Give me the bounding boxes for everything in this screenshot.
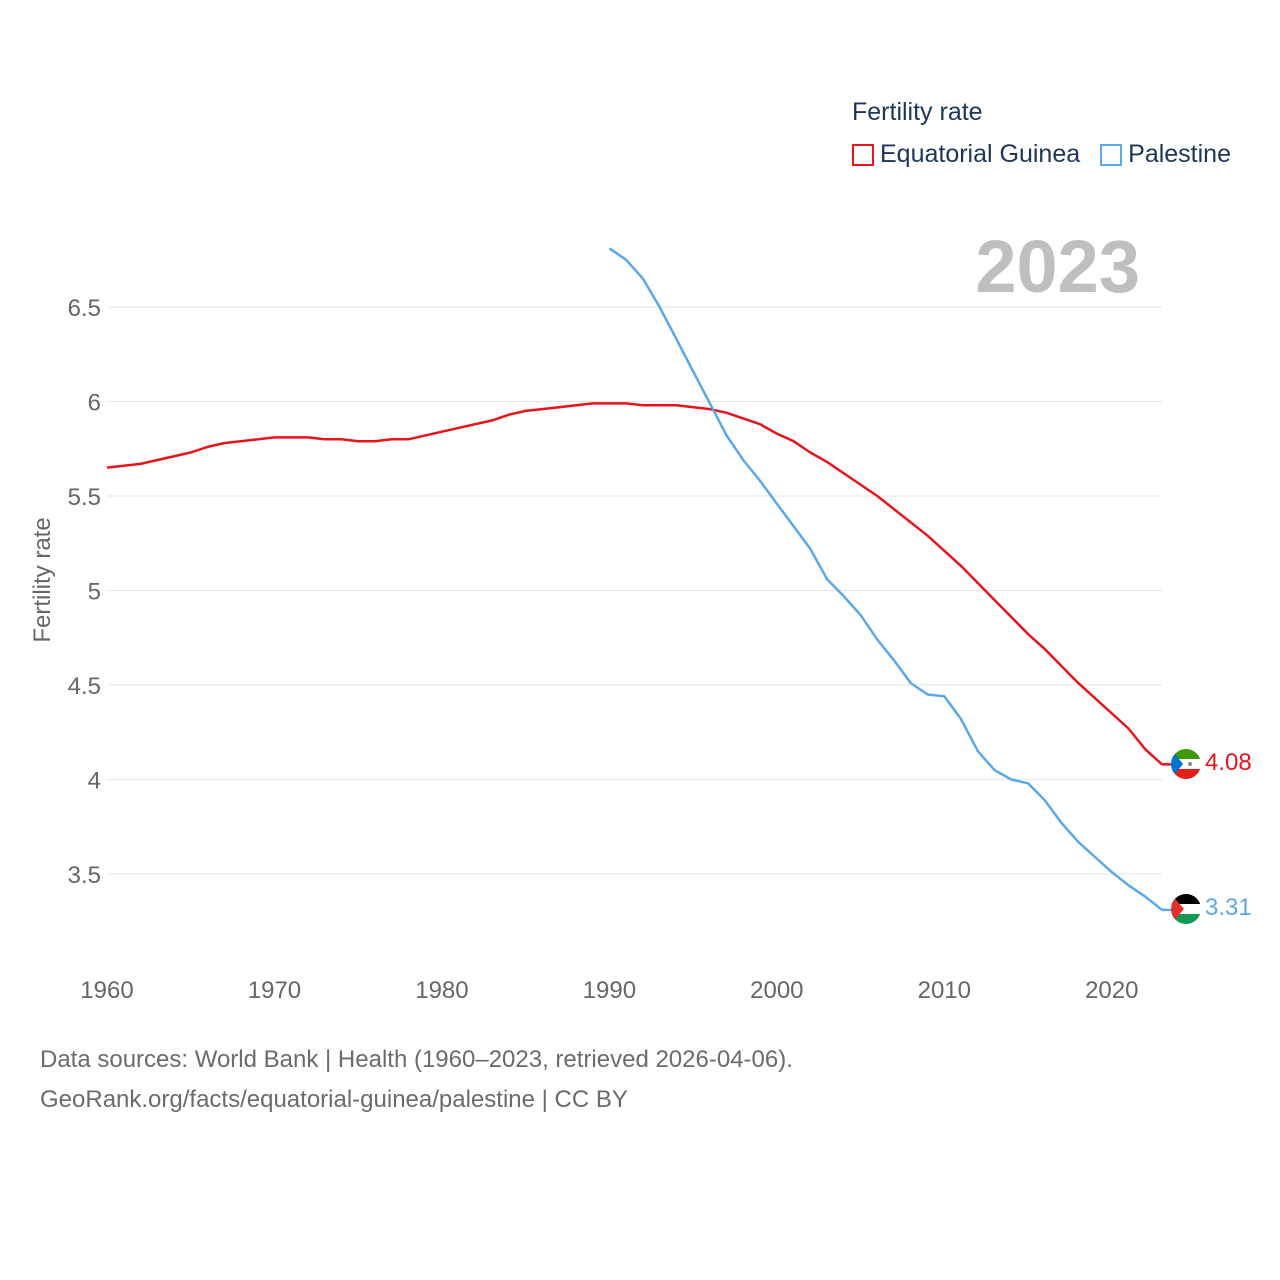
legend: Equatorial Guinea Palestine bbox=[852, 140, 1231, 169]
y-tick-label: 4 bbox=[88, 768, 101, 795]
legend-label-palestine: Palestine bbox=[1128, 140, 1231, 168]
series-lines bbox=[106, 247, 1172, 912]
end-label-equatorial-guinea: 4.08 bbox=[1205, 749, 1252, 776]
x-tick-label: 2010 bbox=[918, 977, 971, 1004]
footer-sources: Data sources: World Bank | Health (1960–… bbox=[40, 1046, 793, 1073]
y-tick-label: 3.5 bbox=[68, 862, 101, 889]
legend-swatch-equatorial-guinea bbox=[852, 143, 874, 166]
y-axis-label: Fertility rate bbox=[29, 517, 56, 642]
year-overlay: 2023 bbox=[975, 225, 1140, 308]
legend-title: Fertility rate bbox=[852, 98, 983, 126]
x-tick-label: 2020 bbox=[1085, 977, 1138, 1004]
y-tick-label: 6.5 bbox=[68, 295, 101, 322]
y-tick-label: 4.5 bbox=[68, 673, 101, 700]
x-tick-label: 1980 bbox=[415, 977, 468, 1004]
x-tick-label: 1970 bbox=[248, 977, 301, 1004]
legend-item-palestine[interactable]: Palestine bbox=[1100, 140, 1231, 169]
series-line-palestine[interactable] bbox=[608, 247, 1163, 911]
y-tick-label: 5 bbox=[88, 579, 101, 606]
palestine-flag-icon bbox=[1171, 894, 1201, 924]
legend-label-equatorial-guinea: Equatorial Guinea bbox=[880, 140, 1081, 168]
y-tick-label: 5.5 bbox=[68, 484, 101, 511]
end-label-palestine: 3.31 bbox=[1205, 894, 1252, 921]
legend-swatch-palestine bbox=[1100, 143, 1123, 166]
x-axis-ticks: 1960 1970 1980 1990 2000 2010 2020 bbox=[80, 977, 1138, 1004]
x-tick-label: 1960 bbox=[80, 977, 133, 1004]
y-axis-ticks: 3.5 4 4.5 5 5.5 6 6.5 bbox=[68, 295, 101, 889]
y-tick-label: 6 bbox=[88, 390, 101, 417]
gridlines bbox=[107, 306, 1162, 875]
x-tick-label: 1990 bbox=[583, 977, 636, 1004]
series-line-equatorial-guinea[interactable] bbox=[106, 402, 1163, 766]
equatorial-guinea-flag-icon bbox=[1171, 749, 1201, 779]
legend-item-equatorial-guinea[interactable]: Equatorial Guinea bbox=[852, 140, 1080, 169]
footer-url[interactable]: GeoRank.org/facts/equatorial-guinea/pale… bbox=[40, 1086, 628, 1113]
x-tick-label: 2000 bbox=[750, 977, 803, 1004]
end-markers: 4.08 3.31 bbox=[1171, 749, 1252, 924]
